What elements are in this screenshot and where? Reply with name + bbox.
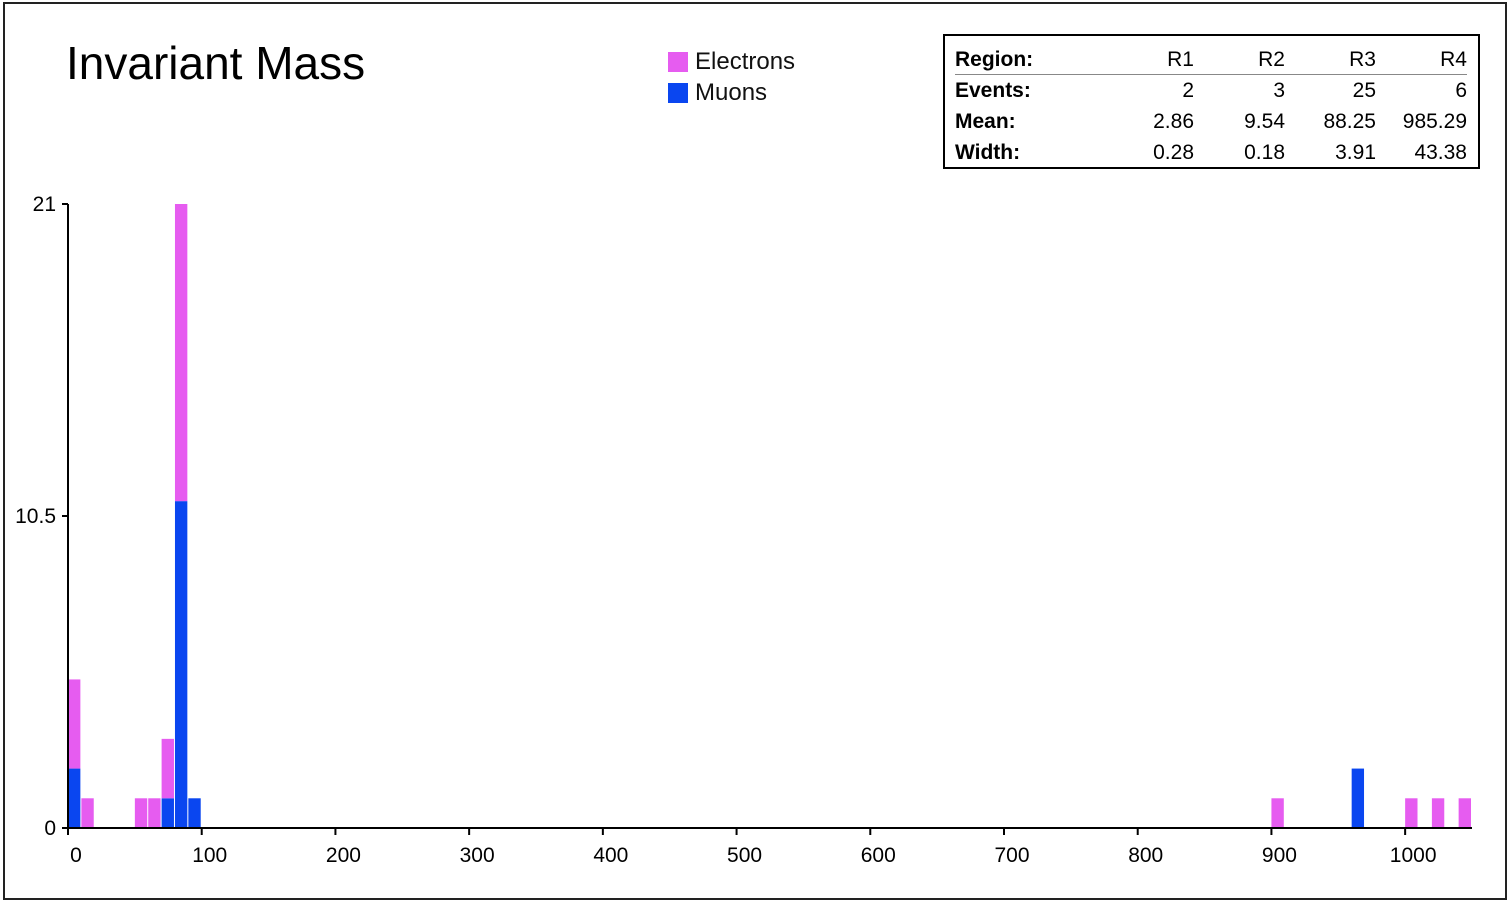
bar-electrons-10 [81, 798, 94, 828]
x-tick-label-400: 400 [593, 844, 628, 867]
stats-cell: 0.28 [1153, 141, 1194, 164]
bar-electrons-1020 [1431, 798, 1445, 828]
y-tick-label-0: 0 [44, 817, 56, 840]
stats-header-region: Region: [955, 46, 1103, 75]
chart-title: Invariant Mass [66, 37, 366, 89]
bar-electrons-60 [148, 798, 161, 828]
stats-cell: 3 [1273, 79, 1285, 102]
bar-electrons-70 [161, 738, 174, 799]
x-tick-label-200: 200 [326, 844, 361, 867]
legend: Electrons Muons [668, 46, 795, 108]
x-tick-label-0: 0 [70, 844, 82, 867]
bar-electrons-900 [1271, 798, 1284, 828]
stats-header-r3: R3 [1285, 46, 1376, 75]
stats-cell: 6 [1455, 79, 1467, 102]
stats-label-events: Events: [955, 79, 1031, 102]
y-tick-label-10.5: 10.5 [15, 505, 56, 528]
x-tick-label-700: 700 [994, 844, 1029, 867]
bar-electrons-50 [134, 798, 148, 828]
legend-label-electrons: Electrons [695, 47, 796, 75]
x-tick-label-100: 100 [192, 844, 227, 867]
stats-header-r2: R2 [1194, 46, 1285, 75]
stats-cell: 9.54 [1244, 110, 1285, 133]
bar-electrons-1000 [1405, 798, 1418, 828]
stats-cell: 25 [1352, 79, 1376, 102]
stats-cell: 43.38 [1414, 141, 1467, 164]
stats-row-events: Events: 2 3 25 6 [955, 75, 1467, 107]
bar-electrons-0 [68, 679, 81, 769]
x-tick-label-600: 600 [861, 844, 896, 867]
bar-muons-80 [174, 501, 188, 828]
x-tick-label-900: 900 [1262, 844, 1297, 867]
bar-electrons-1040 [1458, 798, 1471, 828]
bar-muons-90 [188, 798, 201, 828]
bar-electrons-80 [174, 204, 188, 502]
stats-header-r1: R1 [1103, 46, 1194, 75]
stats-label-mean: Mean: [955, 110, 1016, 133]
x-tick-label-1000: 1000 [1390, 844, 1437, 867]
bar-muons-70 [161, 798, 174, 828]
legend-swatch-electrons [668, 51, 688, 72]
stats-cell: 2 [1182, 79, 1194, 102]
stats-cell: 88.25 [1323, 110, 1376, 133]
legend-swatch-muons [668, 82, 688, 103]
stats-cell: 0.18 [1244, 141, 1285, 164]
legend-item-muons: Muons [668, 77, 795, 108]
stats-header-row: Region: R1 R2 R3 R4 [955, 46, 1467, 75]
bar-muons-960 [1351, 768, 1365, 828]
region-stats-table: Region: R1 R2 R3 R4 Events: 2 3 25 6 Mea… [943, 34, 1480, 169]
stats-cell: 2.86 [1153, 110, 1194, 133]
stats-row-width: Width: 0.28 0.18 3.91 43.38 [955, 137, 1467, 168]
y-tick-label-21: 21 [33, 193, 56, 216]
stats-label-width: Width: [955, 141, 1021, 164]
x-tick-label-300: 300 [460, 844, 495, 867]
x-tick-label-800: 800 [1128, 844, 1163, 867]
axes-group: 0 100 200 300 400 500 600 700 800 900 1000 0 10.5 21 [15, 193, 1472, 867]
stats-row-mean: Mean: 2.86 9.54 88.25 985.29 [955, 106, 1467, 137]
bars-group [68, 204, 1471, 828]
legend-label-muons: Muons [695, 78, 768, 106]
bar-muons-0 [68, 768, 81, 828]
stats-cell: 3.91 [1335, 141, 1376, 164]
x-tick-label-500: 500 [727, 844, 762, 867]
stats-cell: 985.29 [1402, 110, 1467, 133]
legend-item-electrons: Electrons [668, 46, 795, 77]
stats-header-r4: R4 [1376, 46, 1467, 75]
